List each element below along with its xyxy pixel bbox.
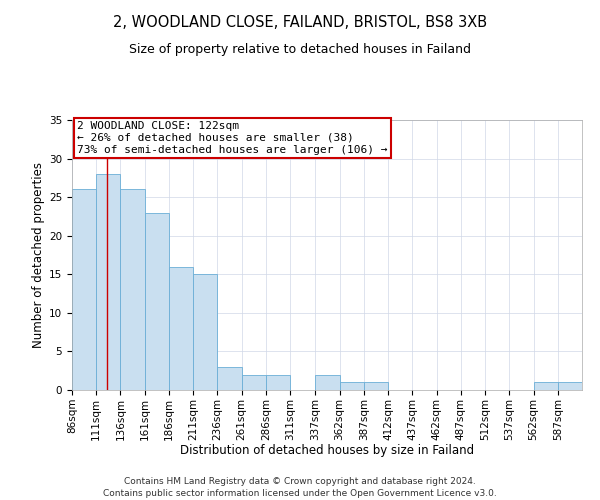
Bar bbox=[121, 190, 145, 390]
X-axis label: Distribution of detached houses by size in Failand: Distribution of detached houses by size … bbox=[180, 444, 474, 457]
Y-axis label: Number of detached properties: Number of detached properties bbox=[32, 162, 45, 348]
Text: 2, WOODLAND CLOSE, FAILAND, BRISTOL, BS8 3XB: 2, WOODLAND CLOSE, FAILAND, BRISTOL, BS8… bbox=[113, 15, 487, 30]
Bar bbox=[242, 374, 266, 390]
Bar bbox=[72, 190, 96, 390]
Text: Size of property relative to detached houses in Failand: Size of property relative to detached ho… bbox=[129, 42, 471, 56]
Bar bbox=[533, 382, 558, 390]
Bar bbox=[558, 382, 582, 390]
Bar bbox=[266, 374, 290, 390]
Bar bbox=[340, 382, 364, 390]
Text: Contains HM Land Registry data © Crown copyright and database right 2024.
Contai: Contains HM Land Registry data © Crown c… bbox=[103, 476, 497, 498]
Bar bbox=[145, 212, 169, 390]
Bar bbox=[316, 374, 340, 390]
Bar bbox=[193, 274, 217, 390]
Text: 2 WOODLAND CLOSE: 122sqm
← 26% of detached houses are smaller (38)
73% of semi-d: 2 WOODLAND CLOSE: 122sqm ← 26% of detach… bbox=[77, 122, 388, 154]
Bar bbox=[96, 174, 121, 390]
Bar bbox=[364, 382, 388, 390]
Bar bbox=[217, 367, 242, 390]
Bar bbox=[169, 266, 193, 390]
